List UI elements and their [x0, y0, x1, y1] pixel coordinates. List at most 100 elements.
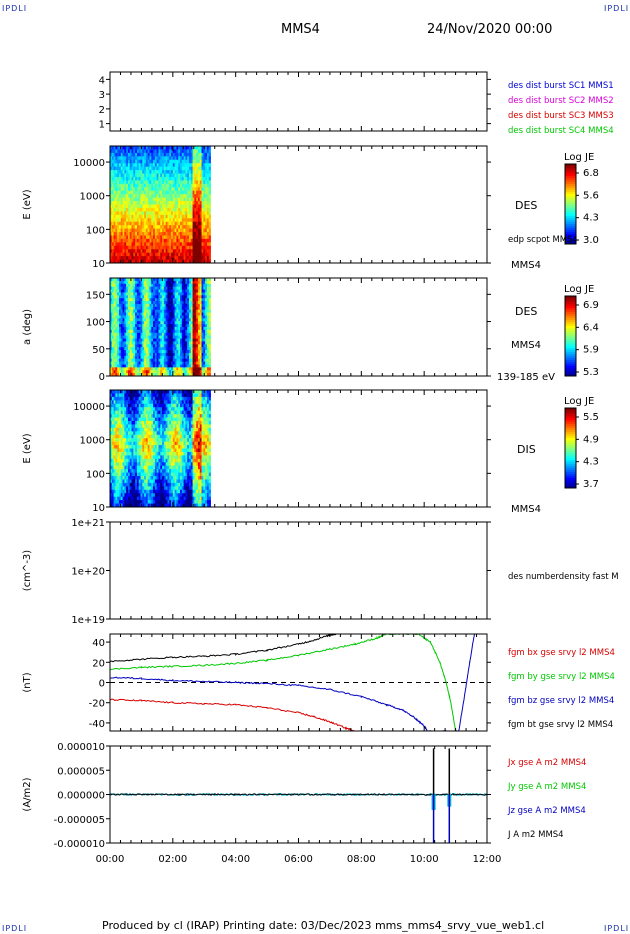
- spectrogram-cell: [197, 176, 201, 181]
- spectrogram-cell: [158, 166, 161, 171]
- spectrogram-cell: [122, 347, 125, 351]
- spectrogram-cell: [120, 335, 123, 339]
- spectrogram-cell: [111, 303, 114, 308]
- spectrogram-cell: [131, 235, 134, 240]
- spectrogram-cell: [111, 152, 114, 157]
- spectrogram-cell: [154, 249, 158, 254]
- spectrogram-cell: [129, 170, 132, 174]
- spectrogram-cell: [172, 201, 176, 205]
- spectrogram-cell: [171, 194, 174, 199]
- spectrogram-cell: [133, 303, 136, 308]
- spectrogram-cell: [192, 232, 195, 236]
- y-tick-label: 10: [92, 259, 105, 270]
- spectrogram-cell: [124, 355, 127, 360]
- spectrogram-cell: [113, 367, 116, 371]
- spectrogram-cell: [153, 156, 156, 161]
- spectrogram-cell: [167, 149, 170, 154]
- spectrogram-des-energy: [110, 146, 211, 264]
- spectrogram-cell: [126, 350, 129, 354]
- spectrogram-cell: [180, 197, 183, 202]
- spectrogram-cell: [117, 332, 120, 337]
- spectrogram-cell: [118, 315, 122, 319]
- spectrogram-cell: [147, 176, 150, 181]
- spectrogram-cell: [174, 252, 177, 257]
- colorbar-tick-label: 5.3: [583, 367, 599, 378]
- spectrogram-cell: [142, 211, 145, 216]
- spectrogram-cell: [156, 197, 159, 202]
- spectrogram-cell: [163, 194, 167, 199]
- spectrogram-cell: [122, 218, 125, 223]
- spectrogram-cell: [118, 197, 122, 202]
- panel-label-mms4-a: MMS4: [511, 260, 541, 271]
- spectrogram-cell: [120, 321, 123, 325]
- spectrogram-cell: [162, 242, 165, 247]
- spectrogram-cell: [158, 221, 161, 226]
- panel-label-des-pitch: DES: [515, 305, 537, 318]
- spectrogram-cell: [120, 283, 123, 288]
- spectrogram-cell: [138, 194, 141, 199]
- spectrogram-cell: [205, 201, 208, 205]
- spectrogram-cell: [145, 166, 149, 171]
- spectrogram-cell: [133, 280, 136, 285]
- spectrogram-cell: [151, 166, 154, 171]
- spectrogram-cell: [136, 156, 140, 161]
- spectrogram-cell: [185, 214, 188, 219]
- spectrogram-cell: [147, 242, 150, 247]
- spectrogram-cell: [156, 194, 159, 199]
- spectrogram-cell: [115, 321, 118, 325]
- spectrogram-cell: [160, 166, 163, 171]
- spectrogram-cell: [203, 214, 206, 219]
- spectrogram-cell: [176, 245, 179, 250]
- spectrogram-cell: [127, 335, 131, 339]
- spectrogram-cell: [188, 146, 192, 150]
- spectrogram-cell: [167, 170, 170, 174]
- spectrogram-cell: [190, 214, 193, 219]
- spectrogram-cell: [196, 159, 199, 164]
- spectrogram-cell: [196, 183, 199, 188]
- spectrogram-cell: [117, 283, 120, 288]
- spectrogram-cell: [118, 221, 122, 226]
- spectrogram-cell: [205, 176, 208, 181]
- spectrogram-cell: [160, 256, 163, 260]
- spectrogram-cell: [153, 173, 156, 178]
- spectrogram-cell: [183, 156, 186, 161]
- spectrogram-cell: [190, 180, 193, 185]
- spectrogram-cell: [167, 156, 170, 161]
- spectrogram-cell: [206, 245, 210, 250]
- spectrogram-cell: [113, 149, 116, 154]
- spectrogram-cell: [129, 152, 132, 157]
- spectrogram-cell: [190, 159, 193, 164]
- spectrogram-cell: [206, 259, 210, 264]
- spectrogram-cell: [117, 252, 120, 257]
- spectrogram-cell: [120, 256, 123, 260]
- spectrogram-cell: [111, 292, 114, 296]
- spectrogram-cell: [117, 361, 120, 365]
- spectrogram-cell: [124, 283, 127, 288]
- spectrogram-cell: [127, 190, 131, 195]
- spectrogram-cell: [138, 201, 141, 205]
- spectrogram-cell: [172, 180, 176, 185]
- spectrogram-cell: [165, 190, 168, 195]
- spectrogram-cell: [163, 152, 167, 157]
- spectrogram-cell: [167, 259, 170, 264]
- spectrogram-cell: [131, 211, 134, 216]
- spectrogram-cell: [120, 149, 123, 154]
- spectrogram-cell: [142, 225, 145, 229]
- spectrogram-cell: [194, 152, 197, 157]
- spectrogram-cell: [126, 235, 129, 240]
- spectrogram-cell: [113, 373, 116, 377]
- spectrogram-cell: [174, 256, 177, 260]
- spectrogram-cell: [124, 286, 127, 290]
- spectrogram-cell: [138, 146, 141, 150]
- spectrogram-cell: [145, 163, 149, 168]
- spectrogram-cell: [158, 225, 161, 229]
- spectrogram-cell: [113, 156, 116, 161]
- spectrogram-cell: [180, 221, 183, 226]
- spectrogram-cell: [208, 180, 211, 185]
- spectrogram-cell: [147, 256, 150, 260]
- spectrogram-cell: [151, 225, 154, 229]
- spectrogram-cell: [111, 197, 114, 202]
- spectrogram-cell: [176, 204, 179, 209]
- spectrogram-cell: [149, 256, 152, 260]
- spectrogram-cell: [171, 235, 174, 240]
